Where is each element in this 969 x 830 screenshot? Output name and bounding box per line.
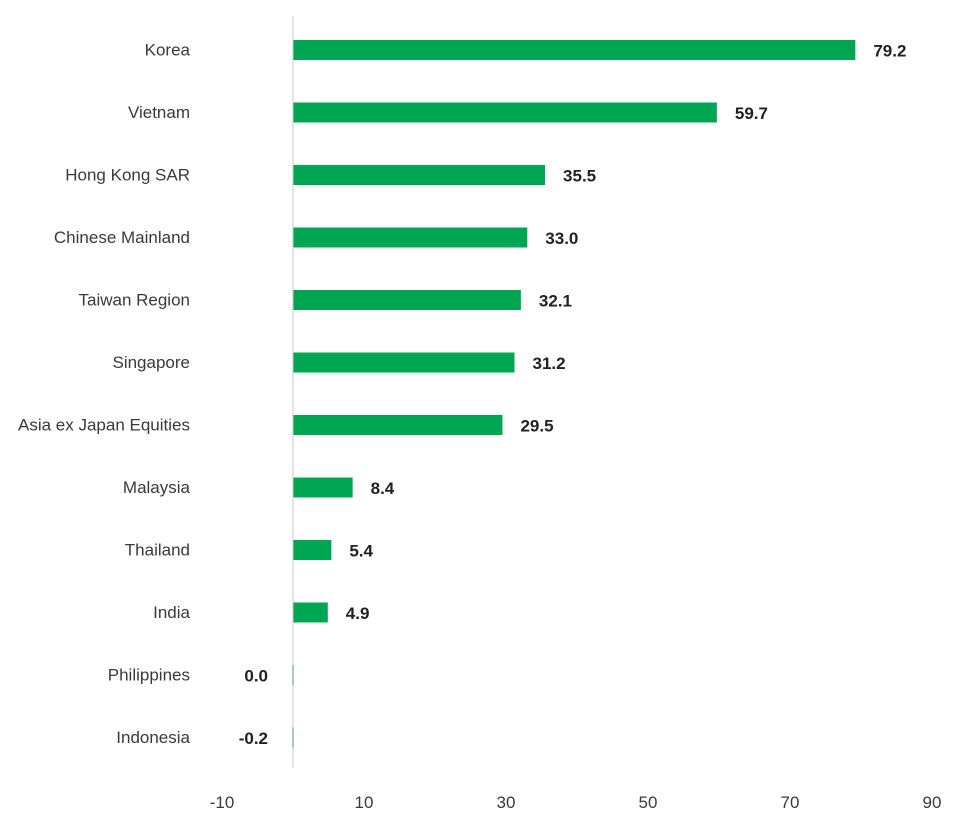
bar bbox=[293, 602, 328, 623]
category-label: Taiwan Region bbox=[78, 291, 190, 310]
value-label: 59.7 bbox=[735, 104, 768, 123]
category-labels-group: Korea Vietnam Hong Kong SAR Chinese Mainlan… bbox=[18, 41, 191, 748]
bar bbox=[293, 415, 503, 435]
category-label: Korea bbox=[145, 41, 191, 60]
category-label: Asia ex Japan Equities bbox=[18, 416, 190, 435]
bars-group bbox=[292, 40, 856, 748]
x-tick-label: 70 bbox=[781, 793, 800, 812]
value-label: 33.0 bbox=[545, 229, 578, 248]
x-tick-label: 30 bbox=[497, 793, 516, 812]
category-label: India bbox=[153, 603, 190, 622]
category-label: Vietnam bbox=[128, 103, 190, 122]
bar bbox=[293, 477, 353, 498]
value-label: -0.2 bbox=[239, 729, 268, 748]
value-labels-group: 79.2 59.7 35.5 33.0 32.1 31.2 29.5 8.4 5.4 4.9 0.0… bbox=[239, 42, 907, 749]
value-label: 4.9 bbox=[346, 604, 370, 623]
bar bbox=[293, 102, 717, 123]
bar bbox=[293, 165, 546, 185]
value-label: 79.2 bbox=[873, 42, 906, 61]
category-label: Philippines bbox=[108, 666, 190, 685]
value-label: 35.5 bbox=[563, 167, 596, 186]
x-axis-tick-labels: -10 10 30 50 70 90 bbox=[210, 793, 942, 812]
bar bbox=[293, 352, 515, 373]
value-label: 31.2 bbox=[533, 354, 566, 373]
value-label: 0.0 bbox=[244, 667, 268, 686]
category-label: Indonesia bbox=[116, 728, 190, 747]
x-tick-label: 50 bbox=[639, 793, 658, 812]
value-label: 32.1 bbox=[539, 292, 572, 311]
value-label: 8.4 bbox=[371, 479, 395, 498]
bar bbox=[293, 290, 521, 310]
value-label: 5.4 bbox=[349, 542, 373, 561]
bar bbox=[293, 227, 528, 248]
category-label: Thailand bbox=[125, 541, 190, 560]
x-tick-label: 90 bbox=[923, 793, 942, 812]
x-tick-label: 10 bbox=[355, 793, 374, 812]
bar bbox=[293, 40, 856, 60]
category-label: Chinese Mainland bbox=[54, 228, 190, 247]
category-label: Hong Kong SAR bbox=[65, 166, 190, 185]
category-label: Malaysia bbox=[123, 478, 191, 497]
value-label: 29.5 bbox=[520, 417, 553, 436]
x-tick-label: -10 bbox=[210, 793, 235, 812]
bar bbox=[293, 540, 332, 560]
category-label: Singapore bbox=[112, 353, 190, 372]
